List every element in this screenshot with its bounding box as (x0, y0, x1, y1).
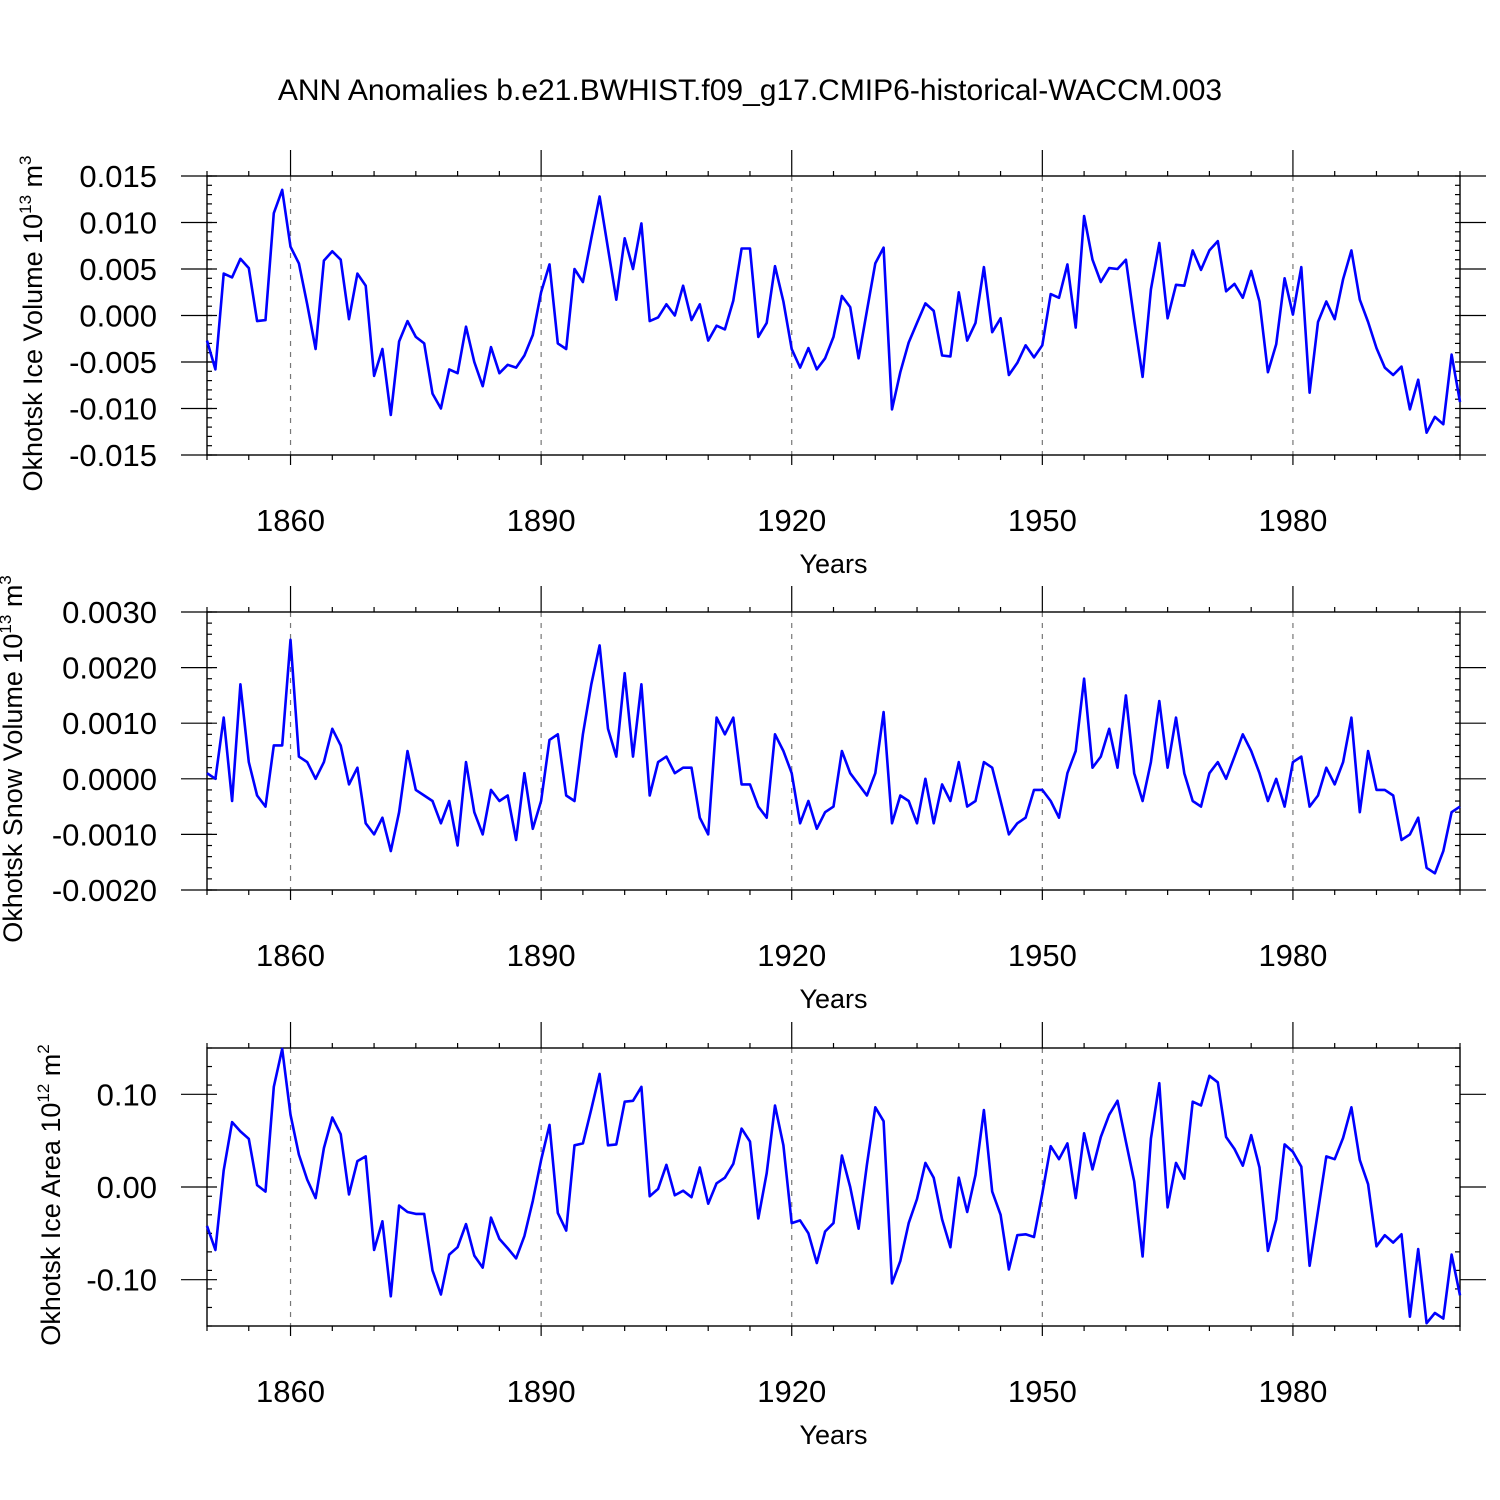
y-tick-label: 0.0020 (62, 651, 157, 686)
y-axis-label-exponent: 13 (0, 615, 15, 634)
y-axis-label-text: Okhotsk Ice Area 10 (36, 1103, 66, 1346)
x-tick-label: 1890 (507, 1374, 576, 1409)
x-tick-label: 1920 (757, 503, 826, 538)
y-axis-label-text: Okhotsk Snow Volume 10 (0, 634, 28, 943)
x-tick-label: 1950 (1008, 503, 1077, 538)
x-tick-label: 1950 (1008, 938, 1077, 973)
x-tick-label: 1920 (757, 938, 826, 973)
x-tick-label: 1980 (1258, 503, 1327, 538)
plot-frame (206, 175, 1461, 456)
x-tick-label: 1860 (256, 938, 325, 973)
x-tick-label: 1980 (1258, 1374, 1327, 1409)
series-line (205, 1047, 1462, 1325)
plot-frame (206, 1047, 1461, 1327)
y-tick-label: 0.10 (97, 1077, 157, 1112)
y-axis-label: Okhotsk Ice Area 1012 m2 (34, 1044, 66, 1346)
y-tick-label: 0.0030 (62, 595, 157, 630)
y-axis-label-unit: m (36, 1054, 66, 1084)
y-tick-label: 0.0000 (62, 762, 157, 797)
y-tick-label: -0.015 (69, 438, 157, 473)
x-tick-label: 1890 (507, 938, 576, 973)
y-axis-label-unit-exponent: 2 (34, 1044, 53, 1053)
y-tick-label: 0.005 (79, 252, 157, 287)
y-tick-label: 0.015 (79, 159, 157, 194)
y-axis-label-unit: m (18, 165, 48, 195)
y-tick-label: -0.0010 (52, 817, 157, 852)
y-tick-label: 0.00 (97, 1170, 157, 1205)
series-line (206, 638, 1461, 875)
y-axis-label: Okhotsk Ice Volume 1013 m3 (16, 155, 48, 491)
series-line (205, 188, 1462, 435)
y-tick-label: -0.005 (69, 345, 157, 380)
y-tick-label: 0.000 (79, 299, 157, 334)
y-axis-label-exponent: 12 (34, 1084, 53, 1103)
x-axis-label: Years (799, 1420, 867, 1450)
x-tick-label: 1890 (507, 503, 576, 538)
y-tick-label: -0.10 (86, 1263, 157, 1298)
x-axis-label: Years (799, 549, 867, 579)
panel-ice-area: -0.10 0.00 0.10 1860 1890 1920 1950 1980 Years Ok… (34, 1022, 1486, 1450)
x-tick-label: 1980 (1258, 938, 1327, 973)
x-axis-label: Years (799, 984, 867, 1014)
plot-frame (206, 611, 1461, 891)
y-axis-label-exponent: 13 (16, 195, 35, 214)
x-tick-label: 1860 (256, 503, 325, 538)
y-axis-label-text: Okhotsk Ice Volume 10 (18, 214, 48, 492)
panel-snow-volume: -0.0020 -0.0010 0.0000 0.0010 0.0020 0.0030 18… (0, 575, 1486, 1014)
y-tick-label: -0.010 (69, 392, 157, 427)
y-axis-label-unit: m (0, 585, 28, 615)
y-tick-label: -0.0020 (52, 873, 157, 908)
y-axis-label-unit-exponent: 3 (0, 575, 15, 584)
y-axis-label: Okhotsk Snow Volume 1013 m3 (0, 575, 28, 943)
y-tick-label: 0.0010 (62, 706, 157, 741)
panel-ice-volume: -0.015 -0.010 -0.005 0.000 0.005 0.010 0.015 18… (16, 150, 1486, 579)
y-tick-label: 0.010 (79, 206, 157, 241)
y-axis-label-unit-exponent: 3 (16, 155, 35, 164)
chart-title: ANN Anomalies b.e21.BWHIST.f09_g17.CMIP6… (278, 74, 1222, 107)
x-tick-label: 1860 (256, 1374, 325, 1409)
x-tick-label: 1950 (1008, 1374, 1077, 1409)
x-tick-label: 1920 (757, 1374, 826, 1409)
